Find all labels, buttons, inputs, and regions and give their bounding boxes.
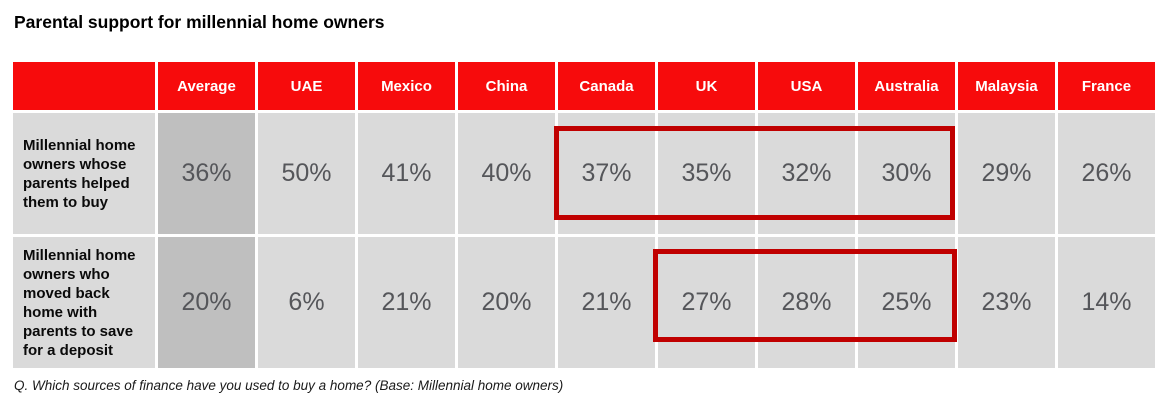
- cell-helped-france: 26%: [1058, 113, 1155, 234]
- column-header-canada: Canada: [558, 62, 655, 110]
- cell-moved-australia: 25%: [858, 237, 955, 368]
- cell-moved-france: 14%: [1058, 237, 1155, 368]
- cell-moved-uk: 27%: [658, 237, 755, 368]
- cell-helped-malaysia: 29%: [958, 113, 1055, 234]
- column-header-france: France: [1058, 62, 1155, 110]
- cell-moved-usa: 28%: [758, 237, 855, 368]
- column-header-malaysia: Malaysia: [958, 62, 1055, 110]
- cell-helped-uae: 50%: [258, 113, 355, 234]
- cell-helped-uk: 35%: [658, 113, 755, 234]
- column-header-blank: [13, 62, 155, 110]
- column-header-australia: Australia: [858, 62, 955, 110]
- data-table: Average UAE Mexico China Canada UK USA A…: [13, 62, 1155, 368]
- cell-helped-australia: 30%: [858, 113, 955, 234]
- cell-moved-canada: 21%: [558, 237, 655, 368]
- cell-helped-mexico: 41%: [358, 113, 455, 234]
- column-header-mexico: Mexico: [358, 62, 455, 110]
- row-label-moved-back-home: Millennial home owners who moved back ho…: [13, 237, 155, 368]
- column-header-uae: UAE: [258, 62, 355, 110]
- column-header-uk: UK: [658, 62, 755, 110]
- cell-moved-mexico: 21%: [358, 237, 455, 368]
- cell-helped-canada: 37%: [558, 113, 655, 234]
- cell-helped-usa: 32%: [758, 113, 855, 234]
- cell-moved-china: 20%: [458, 237, 555, 368]
- column-header-china: China: [458, 62, 555, 110]
- survey-question-footnote: Q. Which sources of finance have you use…: [14, 378, 564, 393]
- cell-moved-uae: 6%: [258, 237, 355, 368]
- cell-helped-china: 40%: [458, 113, 555, 234]
- page-title: Parental support for millennial home own…: [14, 12, 385, 32]
- cell-moved-average: 20%: [158, 237, 255, 368]
- column-header-usa: USA: [758, 62, 855, 110]
- cell-helped-average: 36%: [158, 113, 255, 234]
- cell-moved-malaysia: 23%: [958, 237, 1055, 368]
- column-header-average: Average: [158, 62, 255, 110]
- row-label-parents-helped-buy: Millennial home owners whose parents hel…: [13, 113, 155, 234]
